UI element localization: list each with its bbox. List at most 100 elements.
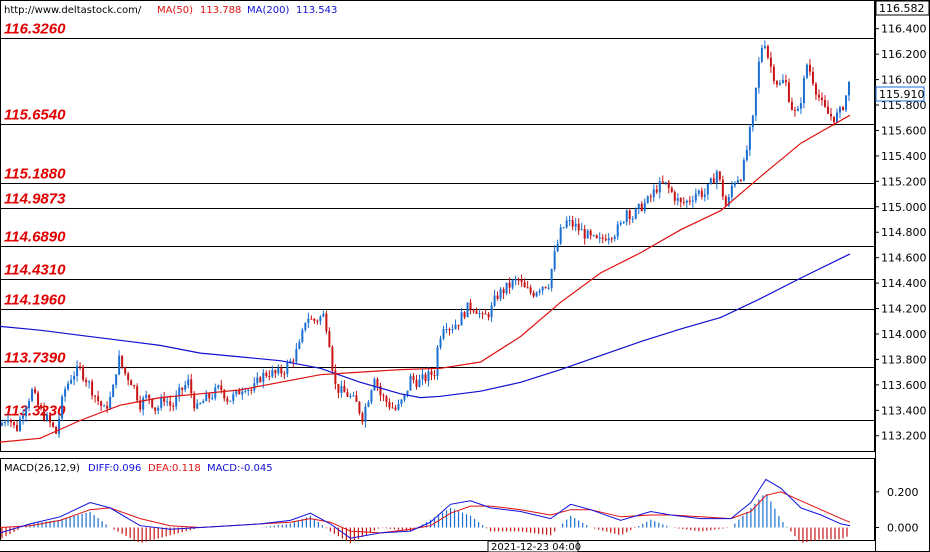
bear-candle: [139, 400, 142, 410]
bull-candle: [763, 46, 766, 48]
bear-candle: [739, 180, 742, 182]
price-tick-label: 113.800: [881, 353, 927, 366]
macd-dea-label: DEA:0.118: [148, 463, 201, 474]
bull-candle: [64, 389, 67, 397]
bear-candle: [775, 80, 778, 85]
price-tick-label: 115.600: [881, 124, 927, 137]
macd-diff-label: DIFF:0.096: [88, 463, 141, 474]
bull-candle: [112, 384, 115, 398]
bull-candle: [202, 401, 205, 404]
bull-candle: [115, 374, 118, 385]
price-tick-label: 113.400: [881, 404, 927, 417]
bull-candle: [592, 235, 595, 237]
bear-candle: [355, 395, 358, 402]
bear-candle: [388, 402, 391, 408]
site-url[interactable]: http://www.deltastock.com/: [4, 5, 142, 16]
bear-candle: [106, 405, 109, 409]
bear-candle: [265, 372, 268, 376]
bull-candle: [562, 227, 565, 229]
bear-candle: [34, 389, 37, 393]
bear-candle: [595, 235, 598, 239]
bear-candle: [673, 192, 676, 201]
bear-candle: [832, 116, 835, 123]
bull-candle: [493, 295, 496, 306]
macd-name: MACD(26,12,9): [4, 463, 80, 474]
bull-candle: [553, 251, 556, 269]
bear-candle: [772, 66, 775, 81]
bull-candle: [142, 397, 145, 410]
bear-candle: [91, 381, 94, 396]
bull-candle: [370, 390, 373, 403]
bull-candle: [88, 381, 91, 383]
bear-candle: [571, 220, 574, 227]
bear-candle: [769, 57, 772, 67]
bull-candle: [397, 403, 400, 410]
level-label: 115.1880: [4, 166, 66, 183]
bear-candle: [661, 181, 664, 183]
bear-candle: [208, 393, 211, 399]
bull-candle: [505, 282, 508, 294]
bear-candle: [316, 320, 319, 322]
top-price: 116.582: [879, 2, 925, 15]
bull-candle: [652, 189, 655, 198]
bull-candle: [322, 313, 325, 317]
bear-candle: [412, 375, 415, 380]
bear-candle: [190, 379, 193, 394]
ma200-label: MA(200): [247, 5, 289, 16]
macd-panel-frame: [0, 458, 875, 541]
bull-candle: [631, 218, 634, 220]
bull-candle: [25, 407, 28, 416]
bull-candle: [664, 182, 667, 184]
bear-candle: [628, 210, 631, 219]
bull-candle: [442, 329, 445, 339]
bull-candle: [616, 224, 619, 237]
bear-candle: [766, 46, 769, 58]
bull-candle: [298, 341, 301, 349]
bull-candle: [733, 182, 736, 186]
dea-line: [0, 491, 851, 534]
macd-value-label: MACD:-0.045: [207, 463, 273, 474]
bear-candle: [283, 373, 286, 375]
bull-candle: [418, 379, 421, 387]
bull-candle: [568, 220, 571, 222]
bear-candle: [169, 401, 172, 406]
bear-candle: [475, 310, 478, 314]
bear-candle: [682, 202, 685, 204]
bull-candle: [574, 223, 577, 227]
bear-candle: [172, 405, 175, 407]
price-tick-label: 114.200: [881, 303, 927, 316]
bull-candle: [118, 355, 121, 375]
bear-candle: [85, 379, 88, 383]
bull-candle: [460, 312, 463, 326]
bear-candle: [154, 407, 157, 411]
bull-candle: [706, 184, 709, 195]
time-label-box: [487, 540, 579, 552]
bull-candle: [340, 386, 343, 393]
bull-candle: [619, 222, 622, 225]
bear-candle: [529, 287, 532, 293]
price-tick-label: 114.000: [881, 328, 927, 341]
bull-candle: [187, 379, 190, 386]
bull-candle: [295, 348, 298, 362]
bull-candle: [613, 236, 616, 239]
ma50-line: [0, 114, 851, 443]
bear-candle: [136, 386, 139, 401]
bear-candle: [544, 286, 547, 288]
bear-candle: [610, 238, 613, 240]
bull-candle: [103, 405, 106, 407]
macd-tick-label: 0.000: [887, 522, 919, 535]
bull-candle: [19, 418, 22, 431]
bull-candle: [742, 160, 745, 181]
bear-candle: [97, 396, 100, 402]
price-tick-label: 114.400: [881, 277, 927, 290]
bull-candle: [229, 400, 232, 402]
bull-candle: [205, 393, 208, 402]
bull-candle: [838, 107, 841, 113]
bear-candle: [649, 196, 652, 198]
bear-candle: [268, 375, 271, 377]
bull-candle: [241, 391, 244, 395]
bear-candle: [577, 223, 580, 231]
bull-candle: [70, 379, 73, 384]
bull-candle: [658, 181, 661, 193]
